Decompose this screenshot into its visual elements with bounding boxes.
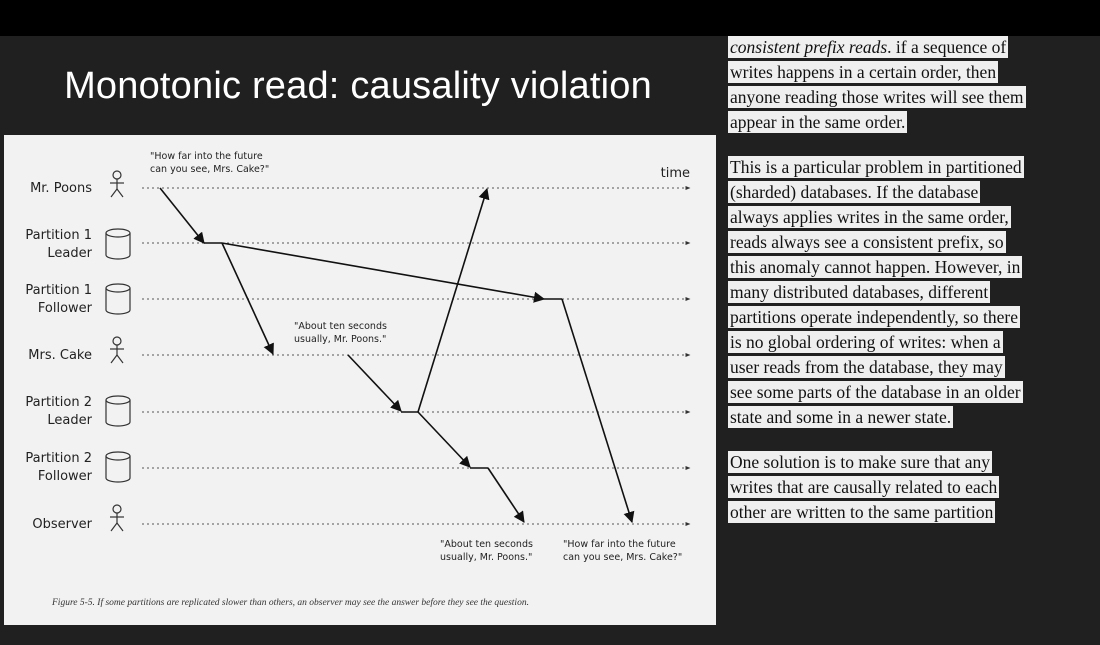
notes-paragraph: This is a particular problem in partitio… bbox=[728, 156, 1090, 431]
slide-title: Monotonic read: causality violation bbox=[64, 64, 652, 107]
lane-label-p1-follower-line1: Partition 1 bbox=[25, 283, 92, 298]
highlighted-text-line: This is a particular problem in partitio… bbox=[728, 156, 1024, 178]
highlighted-text-line: this anomaly cannot happen. However, in bbox=[728, 256, 1023, 278]
question-message-path bbox=[159, 187, 635, 524]
highlighted-text-line: reads always see a consistent prefix, so bbox=[728, 231, 1006, 253]
question-quote-top-line1: "How far into the future bbox=[150, 151, 263, 162]
answer-quote-mid-line1: "About ten seconds bbox=[294, 321, 387, 332]
question-quote-bottom-line1: "How far into the future bbox=[563, 539, 676, 550]
person-icon bbox=[110, 336, 124, 364]
highlighted-text-line: (sharded) databases. If the database bbox=[728, 181, 981, 203]
highlighted-text-line: user reads from the database, they may bbox=[728, 356, 1005, 378]
figure-panel: Mr. Poons Partition 1 Leader Partition 1… bbox=[4, 135, 716, 625]
line-suffix: . if a sequence of bbox=[887, 37, 1007, 57]
lane-label-mr-poons: Mr. Poons bbox=[30, 181, 92, 196]
notes-paragraph: One solution is to make sure that any wri… bbox=[728, 451, 1090, 526]
causality-diagram: Mr. Poons Partition 1 Leader Partition 1… bbox=[25, 151, 691, 608]
database-icon bbox=[105, 395, 131, 427]
italic-term: consistent prefix reads bbox=[730, 37, 888, 57]
lane-label-mrs-cake: Mrs. Cake bbox=[28, 348, 92, 363]
highlighted-text-line: One solution is to make sure that any bbox=[728, 451, 993, 473]
highlighted-text-line: see some parts of the database in an old… bbox=[728, 381, 1023, 403]
database-icon bbox=[105, 228, 131, 260]
question-quote-top-line2: can you see, Mrs. Cake?" bbox=[150, 164, 269, 175]
lane-label-p1-follower-line2: Follower bbox=[38, 301, 93, 316]
highlighted-text-line: partitions operate independently, so the… bbox=[728, 306, 1021, 328]
database-icon bbox=[105, 283, 131, 315]
highlighted-text-line: appear in the same order. bbox=[728, 111, 908, 133]
notes-text: consistent prefix reads. if a sequence o… bbox=[728, 36, 1090, 526]
highlighted-text-line: many distributed databases, different bbox=[728, 281, 991, 303]
lane-label-p1-leader-line1: Partition 1 bbox=[25, 228, 92, 243]
person-icon bbox=[110, 504, 124, 532]
highlighted-text-line: state and some in a newer state. bbox=[728, 406, 954, 428]
paragraph-gap bbox=[728, 431, 1090, 451]
answer-quote-mid-line2: usually, Mr. Poons." bbox=[294, 334, 386, 345]
person-icon bbox=[110, 170, 124, 198]
lane-label-observer: Observer bbox=[32, 517, 92, 532]
paragraph-gap bbox=[728, 136, 1090, 156]
figure-caption: Figure 5-5. If some partitions are repli… bbox=[51, 597, 529, 608]
lane-label-p2-follower-line1: Partition 2 bbox=[25, 451, 92, 466]
lane-label-p2-leader-line2: Leader bbox=[47, 413, 92, 428]
answer-quote-bottom-line2: usually, Mr. Poons." bbox=[440, 552, 532, 563]
highlighted-text-line: writes happens in a certain order, then bbox=[728, 61, 999, 83]
database-icon bbox=[105, 451, 131, 483]
lane-label-p2-follower-line2: Follower bbox=[38, 469, 93, 484]
highlighted-text-line: anyone reading those writes will see the… bbox=[728, 86, 1026, 108]
notes-paragraph: consistent prefix reads. if a sequence o… bbox=[728, 36, 1090, 136]
highlighted-text-line: consistent prefix reads. if a sequence o… bbox=[728, 36, 1009, 58]
highlighted-text-line: writes that are causally related to each bbox=[728, 476, 1000, 498]
answer-quote-bottom-line1: "About ten seconds bbox=[440, 539, 533, 550]
highlighted-text-line: is no global ordering of writes: when a bbox=[728, 331, 1003, 353]
highlighted-text-line: other are written to the same partition bbox=[728, 501, 996, 523]
question-quote-bottom-line2: can you see, Mrs. Cake?" bbox=[563, 552, 682, 563]
answer-message-path bbox=[347, 187, 525, 523]
lane-label-p2-leader-line1: Partition 2 bbox=[25, 395, 92, 410]
highlighted-text-line: always applies writes in the same order, bbox=[728, 206, 1011, 228]
time-label: time bbox=[661, 166, 690, 181]
lane-label-p1-leader-line2: Leader bbox=[47, 246, 92, 261]
